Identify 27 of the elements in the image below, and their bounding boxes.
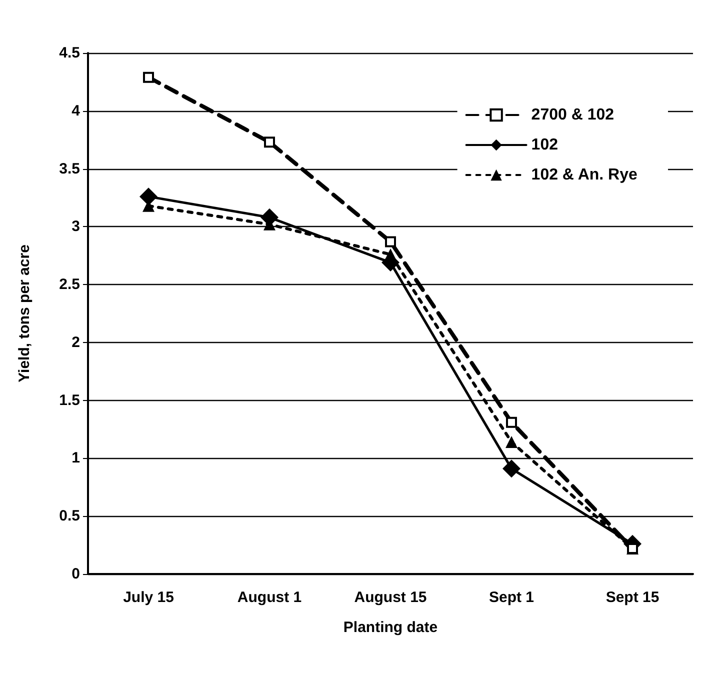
point bbox=[143, 72, 154, 83]
y-tick-label: 1 bbox=[72, 450, 80, 467]
y-axis-title: Yield, tons per acre bbox=[16, 244, 33, 382]
legend-label: 102 bbox=[531, 136, 558, 154]
x-tick-label: Sept 15 bbox=[606, 589, 660, 606]
point bbox=[502, 460, 520, 478]
point bbox=[140, 188, 158, 206]
y-tick-label: 4.5 bbox=[59, 44, 80, 62]
x-tick-label: August 1 bbox=[237, 589, 302, 606]
legend-label: 2700 & 102 bbox=[531, 106, 614, 124]
point bbox=[506, 416, 517, 428]
x-axis-title: Planting date bbox=[343, 619, 438, 636]
y-tick-label: 0.5 bbox=[59, 508, 80, 525]
y-tick-label: 0 bbox=[72, 566, 80, 582]
y-tick-label: 1.5 bbox=[59, 392, 80, 409]
x-tick-label: July 15 bbox=[123, 589, 174, 606]
point bbox=[385, 236, 396, 248]
x-tick-label: August 15 bbox=[354, 589, 427, 606]
y-tick-label: 3 bbox=[72, 218, 80, 236]
y-tick-label: 3.5 bbox=[59, 160, 80, 178]
point bbox=[506, 436, 518, 448]
legend-label: 102 & An. Rye bbox=[531, 166, 638, 184]
y-tick-label: 4 bbox=[72, 102, 81, 120]
y-tick-label: 2 bbox=[72, 334, 80, 351]
point bbox=[264, 136, 275, 148]
y-tick-label: 2.5 bbox=[59, 276, 80, 294]
x-tick-label: Sept 1 bbox=[488, 589, 534, 606]
